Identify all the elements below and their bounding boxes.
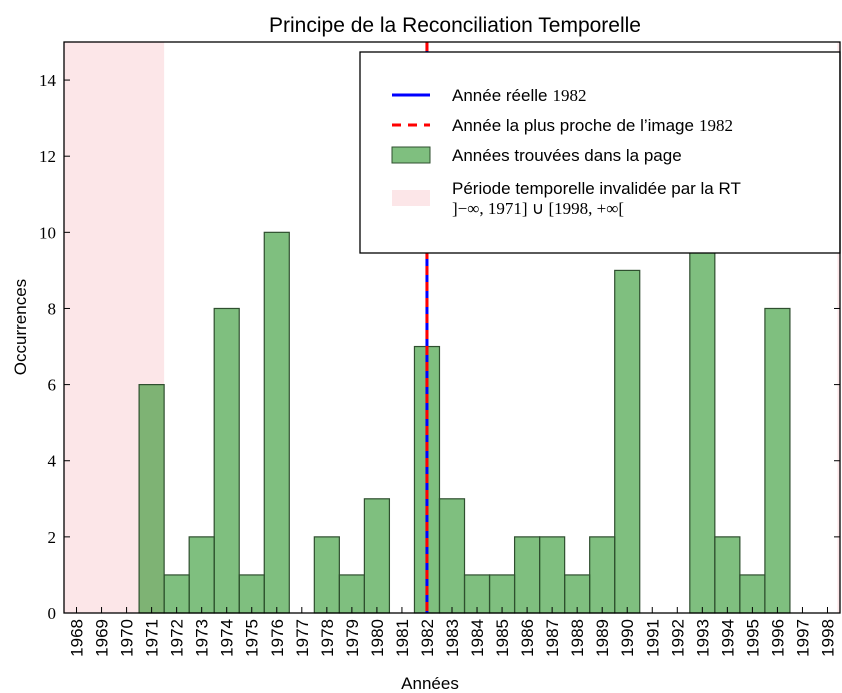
x-tick-label: 1992 (668, 619, 687, 657)
bar (238, 574, 265, 614)
x-tick-label: 1989 (593, 619, 612, 657)
x-tick-label: 1996 (768, 619, 787, 657)
x-tick-label: 1994 (718, 619, 737, 657)
x-tick-label: 1976 (268, 619, 287, 657)
x-tick-label: 1982 (418, 619, 437, 657)
invalid-span (837, 42, 840, 613)
legend-range: ]−∞, 1971] ∪ [1998, +∞[ (452, 199, 624, 218)
x-tick-label: 1991 (643, 619, 662, 657)
bar (363, 498, 391, 614)
legend-label: Années trouvées dans la page (452, 146, 682, 165)
y-axis-label: Occurrences (11, 279, 30, 375)
legend-year: 1982 (552, 86, 586, 105)
bar (438, 498, 466, 614)
bar (764, 307, 791, 614)
x-tick-label: 1980 (368, 619, 387, 657)
x-tick-label: 1968 (68, 619, 87, 657)
y-tick-label: 12 (39, 147, 56, 166)
legend-year: 1982 (699, 116, 733, 135)
x-tick-label: 1974 (218, 619, 237, 657)
x-tick-label: 1997 (793, 619, 812, 657)
legend-label: Période temporelle invalidée par la RT (452, 179, 741, 198)
x-tick-label: 1979 (343, 619, 362, 657)
bar (213, 307, 240, 614)
bar (614, 269, 641, 614)
bar (263, 231, 290, 614)
y-tick-label: 6 (48, 376, 57, 395)
x-tick-label: 1986 (518, 619, 537, 657)
x-tick-label: 1990 (618, 619, 637, 657)
y-tick-label: 14 (39, 71, 57, 90)
chart-title: Principe de la Reconciliation Temporelle (269, 14, 641, 37)
y-tick-label: 8 (48, 299, 57, 318)
bar (338, 574, 365, 614)
x-tick-label: 1984 (468, 619, 487, 657)
x-tick-label: 1975 (243, 619, 262, 657)
legend-swatch (392, 190, 430, 206)
y-tick-label: 10 (39, 223, 56, 242)
x-tick-label: 1971 (143, 619, 162, 657)
x-axis-label: Années (401, 674, 459, 693)
y-tick-label: 0 (48, 604, 57, 623)
bar (188, 536, 215, 614)
x-tick-label: 1985 (493, 619, 512, 657)
bar (138, 384, 165, 614)
x-tick-label: 1977 (293, 619, 312, 657)
plot-frame (63, 41, 841, 614)
x-tick-label: 1972 (168, 619, 187, 657)
x-tick-label: 1988 (568, 619, 587, 657)
x-tick-label: 1998 (818, 619, 837, 657)
x-tick-label: 1978 (318, 619, 337, 657)
x-tick-label: 1987 (543, 619, 562, 657)
bar (513, 536, 541, 614)
legend-swatch (391, 146, 431, 164)
y-tick-label: 2 (48, 528, 57, 547)
x-tick-label: 1995 (743, 619, 762, 657)
bar (589, 536, 616, 614)
x-tick-label: 1973 (193, 619, 212, 657)
x-tick-label: 1969 (93, 619, 112, 657)
legend-label: Année réelle 1982 (452, 86, 586, 105)
legend-label: Année la plus proche de l’image 1982 (452, 116, 733, 135)
bar (539, 536, 566, 614)
bar (714, 536, 741, 614)
legend-name: Année la plus proche de l’image (452, 116, 694, 135)
legend-box (359, 51, 841, 254)
bar (313, 536, 340, 614)
x-tick-label: 1993 (693, 619, 712, 657)
x-tick-label: 1970 (118, 619, 137, 657)
legend-name: Année réelle (452, 86, 547, 105)
x-tick-label: 1981 (393, 619, 412, 657)
y-tick-label: 4 (48, 452, 57, 471)
x-tick-label: 1983 (443, 619, 462, 657)
